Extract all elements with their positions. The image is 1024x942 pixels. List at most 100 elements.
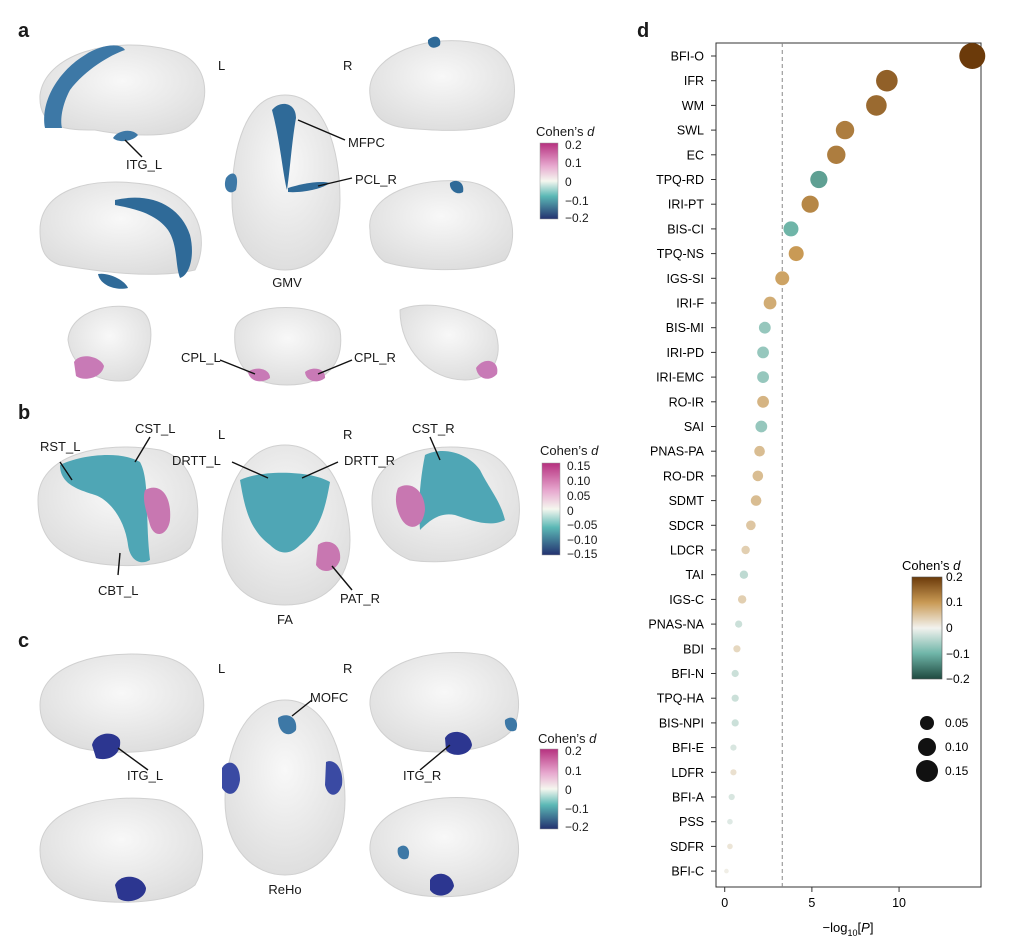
size-legend-dot: [916, 760, 938, 782]
y-tick-label: SDFR: [670, 840, 704, 854]
data-point: [746, 520, 756, 531]
hemisphere-right-label: R: [343, 427, 353, 442]
colorbar-tick: 0.10: [567, 474, 591, 488]
y-tick-label: EC: [687, 148, 704, 162]
region-label: DRTT_R: [344, 453, 396, 468]
hemisphere-left-label: L: [218, 427, 226, 442]
data-point: [827, 145, 846, 164]
colorbar-tick: 0.05: [567, 489, 591, 503]
y-tick-label: BFI-O: [671, 50, 705, 64]
x-tick-label: 5: [808, 896, 815, 910]
hemisphere-left-label: L: [218, 661, 226, 676]
cluster-blue: [115, 197, 192, 278]
y-tick-label: WM: [682, 99, 704, 113]
data-point: [731, 719, 739, 727]
cluster-navy: [445, 731, 472, 755]
region-label: CPL_R: [354, 350, 396, 365]
region-label: PAT_R: [340, 591, 380, 606]
hemisphere-right-label: R: [343, 661, 353, 676]
y-tick-label: SDMT: [669, 494, 705, 508]
y-tick-label: IFR: [684, 74, 704, 88]
data-point: [737, 595, 747, 604]
size-legend-dot: [920, 716, 934, 730]
y-tick-label: PNAS-PA: [650, 445, 705, 459]
x-axis-label: −log10[P]: [823, 920, 874, 938]
panel-letter-b: b: [18, 402, 31, 424]
data-point: [727, 843, 733, 850]
y-tick-label: PNAS-NA: [648, 618, 704, 632]
brain-figure: [37, 36, 561, 903]
cluster-navy: [92, 733, 121, 760]
data-point: [741, 545, 750, 555]
data-point: [783, 221, 799, 237]
data-point: [788, 246, 804, 262]
colorbar-c: [539, 748, 559, 830]
annotation-arrows-b: [59, 436, 441, 591]
color-legend-bar: [911, 576, 943, 680]
modality-label: GMV: [272, 275, 302, 290]
y-tick-label: SAI: [684, 420, 704, 434]
data-point: [727, 818, 733, 825]
colorbar-tick: −0.1: [565, 194, 589, 208]
y-tick-label: PSS: [679, 815, 704, 829]
y-tick-label: IRI-PD: [667, 346, 705, 360]
colorbar-tick: −0.15: [567, 547, 598, 561]
panel-c: [39, 651, 519, 903]
tract-cyan: [60, 454, 150, 563]
colorbar-tick: −0.10: [567, 533, 598, 547]
cluster-pink: [395, 485, 425, 527]
data-point: [835, 120, 855, 140]
y-tick-label: SDCR: [669, 519, 704, 533]
size-legend-label: 0.10: [945, 740, 969, 754]
colorbar-tick: 0.1: [565, 764, 582, 778]
colorbar-title: Cohen’s d: [538, 731, 597, 746]
cluster-navy: [222, 762, 240, 794]
data-point: [754, 445, 765, 457]
region-label: CPL_L: [181, 350, 221, 365]
y-tick-label: IRI-PT: [668, 198, 704, 212]
color-legend-tick: 0.2: [946, 570, 963, 584]
brain-right-medial-c: [369, 796, 519, 898]
region-label: RST_L: [40, 439, 81, 454]
colorbar-title: Cohen’s d: [536, 124, 595, 139]
cluster-blue: [224, 173, 238, 193]
colorbar-tick: 0: [565, 783, 572, 797]
cluster-blue: [278, 715, 297, 735]
y-tick-label: TPQ-HA: [657, 692, 705, 706]
region-label: CST_R: [412, 421, 455, 436]
brain-right-medial-a: [369, 180, 513, 271]
data-point: [731, 669, 739, 678]
size-legend-label: 0.15: [945, 764, 969, 778]
cluster-blue: [504, 717, 518, 732]
colorbar-tick: 0: [565, 175, 572, 189]
modality-label: FA: [277, 612, 293, 627]
modality-label: ReHo: [268, 882, 302, 897]
brain-left-lateral-c: [39, 653, 205, 753]
cluster-blue: [397, 845, 410, 860]
tract-cyan: [240, 472, 330, 553]
data-point: [801, 195, 819, 213]
data-point: [752, 470, 764, 482]
annotation-arrows-a: [124, 119, 353, 375]
cluster-navy: [115, 876, 146, 902]
panel-letter-a: a: [18, 20, 30, 42]
cluster-blue: [427, 36, 441, 48]
data-point: [763, 296, 777, 310]
y-tick-label: RO-DR: [663, 469, 704, 483]
data-point: [730, 769, 737, 776]
data-point: [724, 868, 729, 874]
region-label: PCL_R: [355, 172, 397, 187]
dot-plot-chart: BFI-O IFR WM SWL EC TPQ-RD IRI-PT BIS-CI TPQ-NS I…: [648, 42, 986, 938]
region-label: DRTT_L: [172, 453, 221, 468]
size-legend-dot: [918, 738, 936, 756]
cluster-blue: [113, 130, 138, 142]
data-point: [758, 321, 771, 334]
panel-letter-d: d: [637, 20, 650, 42]
y-tick-label: BFI-N: [671, 667, 704, 681]
hemisphere-right-label: R: [343, 58, 353, 73]
colorbar-tick: 0: [567, 504, 574, 518]
color-legend-tick: −0.1: [946, 647, 970, 661]
region-label: ITG_L: [127, 768, 164, 783]
colorbar-tick: −0.1: [565, 802, 589, 816]
x-tick-label: 0: [721, 896, 728, 910]
